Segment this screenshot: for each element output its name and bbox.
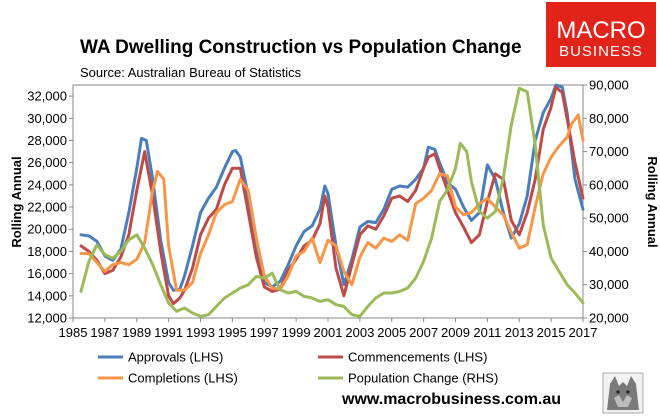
x-tick-label: 2015	[537, 325, 566, 340]
y-right-tick-label: 70,000	[589, 144, 629, 159]
y-right-tick-label: 80,000	[589, 111, 629, 126]
y-axis-right-title: Rolling Annual	[645, 156, 660, 247]
y-right-tick-label: 30,000	[589, 277, 629, 292]
macrobusiness-logo: MACRO BUSINESS	[546, 2, 656, 67]
y-left-tick-label: 14,000	[27, 288, 67, 303]
x-tick-label: 2005	[377, 325, 406, 340]
legend-label: Commencements (LHS)	[348, 350, 487, 365]
logo-line-2: BUSINESS	[559, 43, 643, 60]
y-axis-left: 12,000 14,000 16,000 18,000 20,000 22,000 24,0…	[27, 89, 73, 326]
series-lines	[79, 83, 585, 318]
logo-line-1: MACRO	[556, 17, 645, 44]
x-tick-label: 1985	[59, 325, 88, 340]
x-tick-label: 1989	[122, 325, 151, 340]
y-right-tick-label: 40,000	[589, 244, 629, 259]
x-tick-label: 2011	[473, 325, 501, 340]
y-left-tick-label: 18,000	[27, 244, 67, 259]
x-tick-label: 1991	[154, 325, 183, 340]
y-right-tick-label: 60,000	[589, 177, 629, 192]
y-right-tick-label: 20,000	[589, 311, 629, 326]
chart-subtitle: Source: Australian Bureau of Statistics	[80, 65, 302, 80]
x-tick-label: 2013	[505, 325, 534, 340]
x-tick-label: 2007	[409, 325, 438, 340]
y-axis-left-title: Rolling Annual	[9, 156, 24, 247]
y-left-tick-label: 32,000	[27, 89, 67, 104]
y-left-tick-label: 22,000	[27, 200, 67, 215]
series-line-0	[79, 83, 585, 292]
y-left-tick-label: 16,000	[27, 266, 67, 281]
series-line-2	[79, 113, 585, 292]
y-axis-right: 20,000 30,000 40,000 50,000 60,000 70,000 80,0…	[583, 78, 629, 326]
x-tick-label: 2001	[314, 325, 343, 340]
x-tick-label: 1995	[218, 325, 247, 340]
y-right-tick-label: 90,000	[589, 78, 629, 93]
y-left-tick-label: 26,000	[27, 155, 67, 170]
x-tick-label: 2009	[441, 325, 470, 340]
x-tick-label: 2017	[569, 325, 598, 340]
y-left-tick-label: 30,000	[27, 111, 67, 126]
wolf-head-icon	[602, 372, 644, 414]
y-right-tick-label: 50,000	[589, 211, 629, 226]
x-axis: 1985 1987 1989 1991 1993 1995 1997 1999 2001 2003…	[59, 318, 598, 340]
legend-label: Completions (LHS)	[128, 371, 238, 386]
series-line-3	[79, 86, 585, 318]
y-left-tick-label: 28,000	[27, 133, 67, 148]
x-tick-label: 1999	[282, 325, 311, 340]
logo-background	[546, 2, 656, 67]
legend: Approvals (LHS) Commencements (LHS) Comple…	[98, 350, 498, 386]
legend-label: Population Change (RHS)	[348, 371, 498, 386]
chart-title: WA Dwelling Construction vs Population C…	[80, 37, 522, 58]
x-tick-label: 1993	[186, 325, 215, 340]
x-tick-label: 1997	[250, 325, 279, 340]
y-left-tick-label: 24,000	[27, 177, 67, 192]
x-tick-label: 1987	[90, 325, 119, 340]
x-tick-label: 2003	[345, 325, 374, 340]
y-left-tick-label: 20,000	[27, 222, 67, 237]
footer-url: www.macrobusiness.com.au	[341, 391, 561, 408]
legend-label: Approvals (LHS)	[128, 350, 223, 365]
y-left-tick-label: 12,000	[27, 311, 67, 326]
